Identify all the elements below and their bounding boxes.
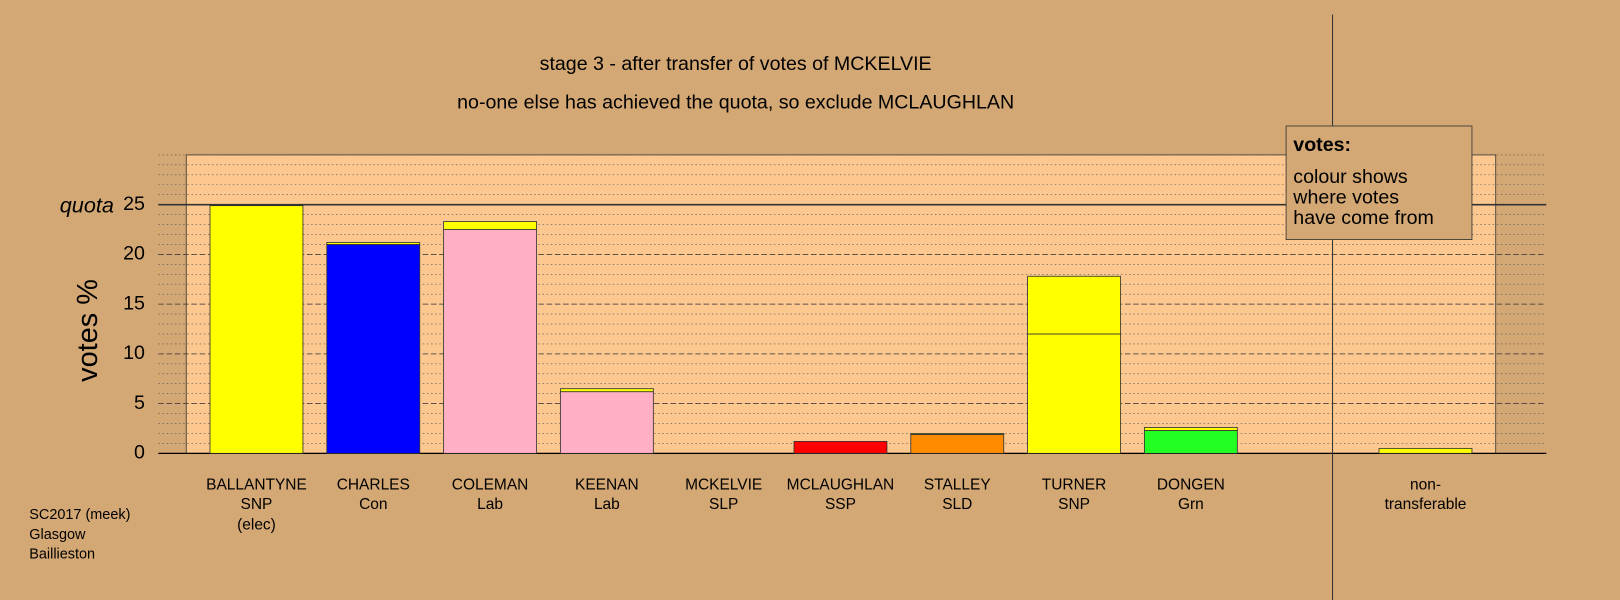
x-tick-label: non- [1410,476,1441,493]
x-tick-label: KEENAN [575,476,639,493]
y-tick-label: 20 [123,243,145,265]
y-tick-label: 15 [123,292,145,314]
bar-segment [326,244,421,454]
footnote: Glasgow [29,527,86,543]
bar-segment [443,221,537,230]
bar-segment [1143,430,1238,454]
x-tick-sublabel: SSP [825,496,856,513]
bar-segment [1027,275,1121,335]
bar-segment [559,388,654,393]
legend-text: colour shows [1293,166,1408,188]
bar-segment [209,205,304,454]
bar-segment [326,242,421,245]
legend-text: where votes [1292,186,1399,208]
x-tick-sublabel: Lab [594,496,620,513]
x-tick-label: COLEMAN [452,476,529,493]
quota-label: quota [60,192,114,217]
legend-text: have come from [1293,207,1434,229]
bar-segment [1027,333,1121,454]
y-tick-label: 5 [134,392,145,414]
x-tick-label: TURNER [1042,476,1107,493]
bar-segment [910,433,1005,435]
legend-title: votes: [1293,134,1351,156]
chart-title: stage 3 - after transfer of votes of MCK… [540,53,932,75]
x-tick-sublabel: Lab [477,496,503,513]
x-tick-label: BALLANTYNE [206,476,307,493]
bar-segment [793,441,888,454]
bar-segment [910,434,1005,454]
x-tick-sublabel: SLP [709,496,738,513]
footnote: Baillieston [29,546,95,562]
x-tick-sublabel: SLD [942,496,972,513]
y-tick-label: 0 [134,442,145,464]
y-tick-label: 10 [123,342,145,364]
legend-box [1285,125,1473,240]
x-tick-label: MCLAUGHLAN [787,476,895,493]
x-tick-sublabel: SNP [241,496,273,513]
x-tick-sublabel: Grn [1178,496,1204,513]
legend: votes: colour shows where votes have com… [1285,125,1473,240]
x-tick-label: DONGEN [1157,476,1225,493]
x-tick-label: CHARLES [337,476,410,493]
bar-segment [1378,447,1473,454]
x-tick-note: (elec) [237,517,276,534]
bar-segment [559,391,654,454]
bar-segment [443,229,537,454]
footnote: SC2017 (meek) [29,507,130,523]
y-tick-label: 25 [123,193,145,215]
chart-subtitle: no-one else has achieved the quota, so e… [457,91,1014,113]
y-axis-label: votes % [72,279,104,382]
x-tick-label: STALLEY [924,476,991,493]
x-tick-sublabel: transferable [1385,496,1467,513]
x-tick-sublabel: Con [359,496,387,513]
bar-segment [1143,427,1238,431]
x-tick-sublabel: SNP [1058,496,1090,513]
x-tick-label: MCKELVIE [685,476,762,493]
